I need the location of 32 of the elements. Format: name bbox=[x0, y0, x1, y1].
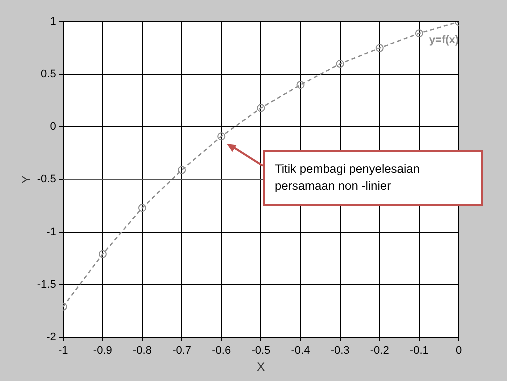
y-tick-label: -2 bbox=[46, 331, 56, 344]
y-tick-label: 0.5 bbox=[41, 68, 56, 81]
y-tick-label: -0.5 bbox=[37, 174, 56, 186]
x-tick-label: -0.5 bbox=[252, 345, 271, 358]
x-tick-label: -0.8 bbox=[133, 345, 152, 358]
x-tick-label: -0.6 bbox=[212, 345, 232, 358]
point bbox=[98, 250, 107, 258]
point bbox=[296, 81, 305, 90]
point bbox=[218, 132, 226, 141]
point bbox=[336, 60, 344, 68]
x-tick-label: -0.9 bbox=[93, 345, 112, 358]
x-tick-label: -0.7 bbox=[172, 345, 192, 358]
x-tick-label: -0.4 bbox=[291, 345, 310, 358]
x-tick-label: -0.1 bbox=[410, 345, 429, 358]
y-tick-label: -1 bbox=[46, 226, 56, 238]
point bbox=[415, 30, 424, 38]
annotation: Titik pembagi penyelesaian persamaan non -linier bbox=[275, 162, 420, 193]
point bbox=[376, 44, 384, 52]
x-axis-title: X bbox=[257, 360, 266, 374]
series-label: y=f(x) bbox=[429, 34, 460, 47]
y-tick-label: 0 bbox=[50, 121, 56, 134]
callout-box: Titik pembagi penyelesaian persamaan non -linier bbox=[263, 150, 483, 206]
y-tick-label: -1.5 bbox=[37, 278, 56, 291]
x-tick-label: -0.2 bbox=[370, 345, 390, 358]
point bbox=[138, 204, 146, 212]
x-tick-label: -0.3 bbox=[330, 345, 350, 358]
y-tick-label: 1 bbox=[50, 16, 56, 28]
point bbox=[257, 104, 266, 112]
x-tick-label: 0 bbox=[456, 345, 462, 358]
y-axis-title: Y bbox=[20, 176, 34, 184]
x-tick-label: -1 bbox=[58, 345, 68, 358]
point bbox=[178, 166, 186, 174]
